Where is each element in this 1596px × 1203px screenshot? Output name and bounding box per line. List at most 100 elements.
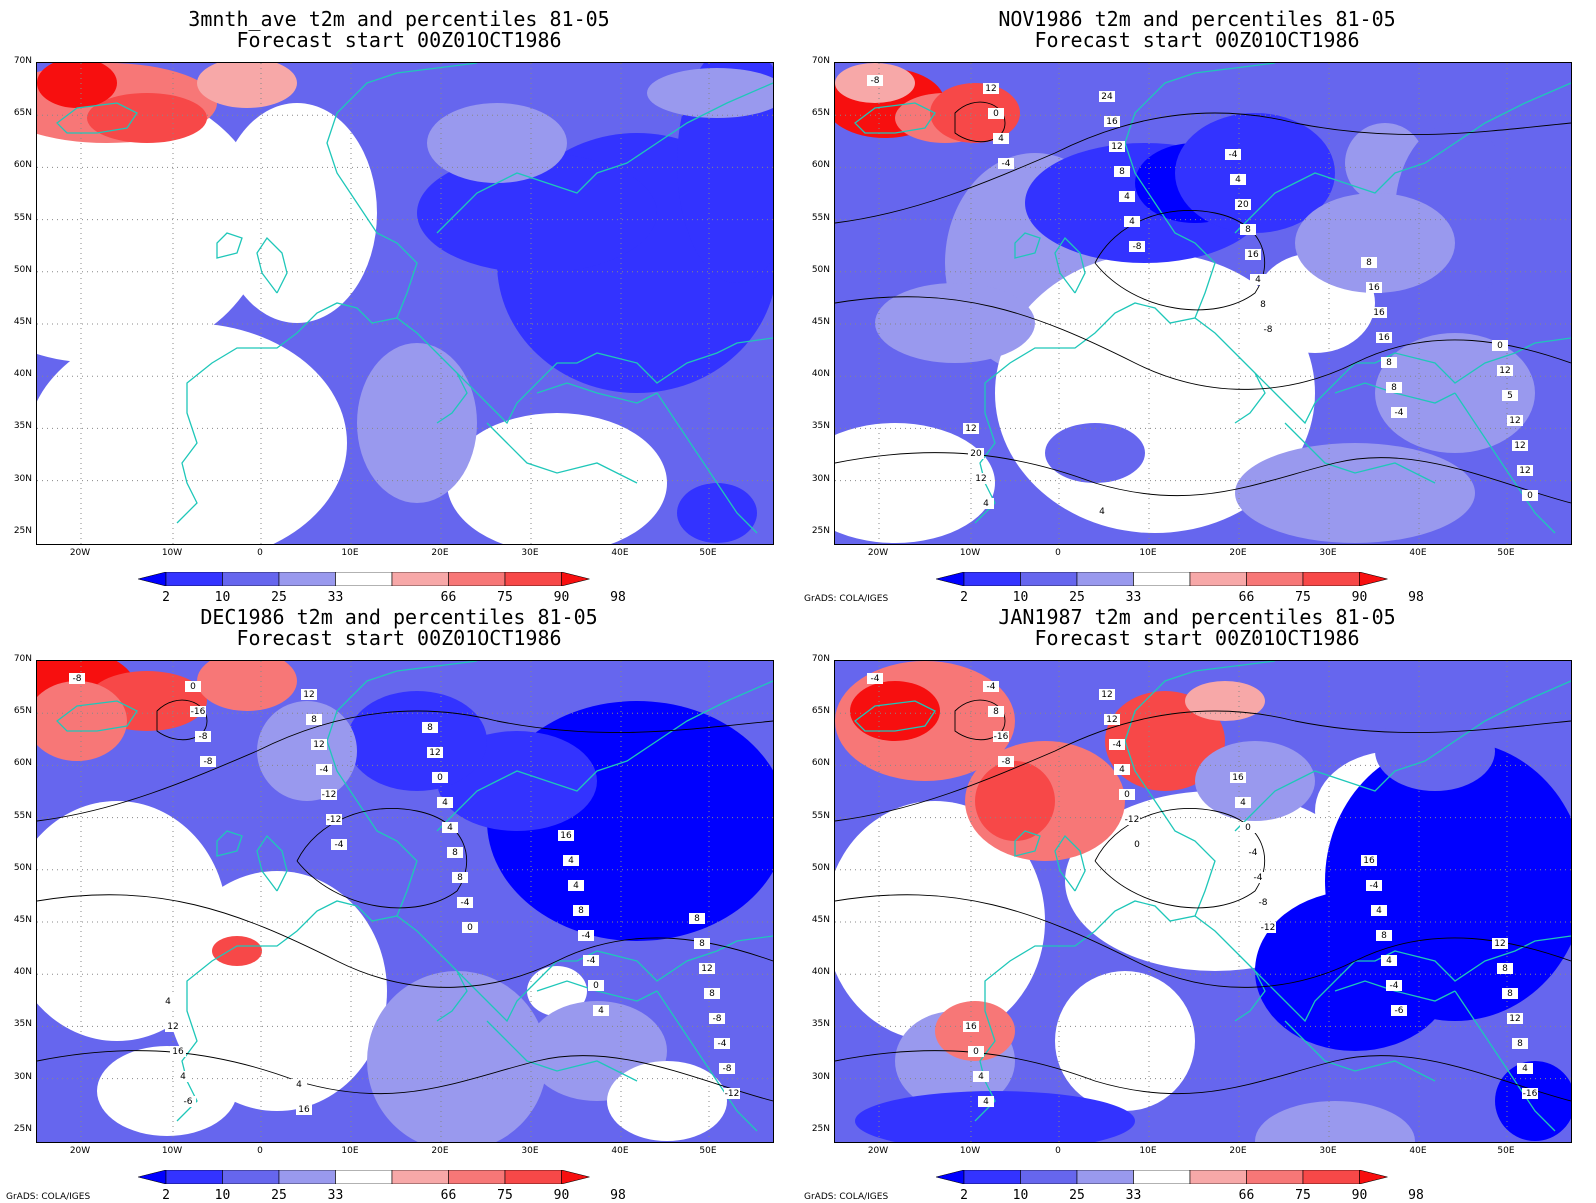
contour-label: 12: [167, 1022, 178, 1032]
contour-label-background: [1502, 988, 1518, 999]
colorbar-segment: [1246, 1170, 1304, 1184]
contour-label-background: [1517, 1063, 1533, 1074]
contour-label-background: [563, 855, 579, 866]
colorbar-segment: [1302, 572, 1360, 586]
contour-label-background: [457, 897, 473, 908]
contour-label: -8: [199, 732, 208, 742]
longitude-tick-label: 0: [1055, 548, 1061, 558]
percentile-region: [1235, 443, 1475, 543]
latitude-tick-label: 25N: [811, 525, 830, 536]
percentile-region: [1255, 1101, 1415, 1142]
contour-label-background: [447, 847, 463, 858]
contour-label-background: [1507, 1013, 1523, 1024]
contour-label: -4: [1113, 740, 1122, 750]
contour-label-background: [1492, 340, 1508, 351]
longitude-tick-label: 20E: [1229, 1146, 1247, 1156]
contour-label-background: [1386, 382, 1402, 393]
contour-label-background: [331, 839, 347, 850]
map-area: -8 -4 -8 -8 -4 0 4 4 8 8 12 0 4 4 8 12 12 8 16 16 12 4 12 8 16 5 1…: [834, 62, 1572, 545]
contour-label: -4: [335, 840, 344, 850]
contour-label-background: [1094, 506, 1110, 517]
colorbar-label: 25: [271, 590, 287, 605]
contour-label: -8: [73, 674, 82, 684]
percentile-region: [367, 971, 547, 1142]
contour-label: 8: [694, 914, 700, 924]
colorbar-label: 2: [960, 590, 968, 605]
latitude-tick-label: 40N: [13, 967, 32, 978]
percentile-region: [197, 661, 297, 711]
contour-label-background: [165, 1021, 181, 1032]
contour-label-background: [1260, 922, 1276, 933]
temperature-contour: [37, 1050, 773, 1102]
colorbar-label: 98: [1408, 590, 1424, 605]
contour-label-background: [321, 789, 337, 800]
latitude-tick-label: 55N: [13, 810, 32, 821]
contour-label: 4: [442, 798, 448, 808]
contour-label: 16: [172, 1047, 184, 1057]
colorbar-label: 10: [1012, 590, 1029, 605]
colorbar-segment: [335, 572, 393, 586]
percentile-region: [87, 93, 207, 143]
contour-label: 16: [1232, 773, 1244, 783]
longitude-tick-label: 20E: [431, 548, 449, 558]
percentile-region: [855, 1091, 1135, 1142]
contour-label: -8: [1259, 898, 1268, 908]
contour-label: 4: [998, 134, 1004, 144]
percentile-region: [447, 413, 667, 544]
latitude-tick-label: 35N: [811, 1019, 830, 1030]
contour-label: 4: [1376, 906, 1382, 916]
contour-label: -8: [204, 757, 213, 767]
contour-label-background: [1124, 814, 1140, 825]
temperature-contour: [835, 112, 1571, 224]
temperature-contour: [835, 296, 1571, 390]
colorbar-label: 25: [1069, 590, 1085, 605]
percentile-region: [37, 83, 267, 363]
contour-label-background: [195, 731, 211, 742]
latitude-tick-label: 60N: [13, 758, 32, 769]
latitude-tick-label: 50N: [13, 264, 32, 275]
latitude-tick-label: 60N: [811, 758, 830, 769]
contour-label-background: [1376, 332, 1392, 343]
contour-label-background: [578, 930, 594, 941]
colorbar-label: 2: [162, 590, 170, 605]
contour-label: 4: [1522, 1064, 1528, 1074]
percentile-region: [850, 681, 940, 741]
contour-label-background: [1517, 465, 1533, 476]
contour-label-background: [180, 1096, 196, 1107]
colorbar: [936, 572, 1388, 586]
contour-label-background: [1240, 822, 1256, 833]
latitude-tick-label: 45N: [811, 317, 830, 327]
contour-label: -4: [987, 682, 996, 692]
contour-label: 16: [1363, 856, 1375, 866]
contour-label-background: [1512, 1038, 1528, 1049]
contour-label: 0: [1134, 840, 1140, 850]
contour-label-background: [1240, 224, 1256, 235]
contour-label-background: [1502, 390, 1518, 401]
longitude-tick-label: 30E: [1319, 548, 1337, 558]
contour-label: -12: [1125, 815, 1140, 825]
contour-label: 0: [190, 682, 196, 692]
colorbar-segment: [165, 1170, 223, 1184]
contour-label: -8: [1264, 325, 1273, 335]
contour-label: 4: [573, 881, 579, 891]
latitude-tick-label: 30N: [811, 473, 830, 484]
colorbar-label: 66: [1238, 590, 1255, 605]
longitude-tick-label: 30E: [521, 1146, 539, 1156]
latitude-tick-label: 70N: [811, 654, 830, 664]
latitude-tick-label: 65N: [811, 108, 830, 119]
contour-label: 16: [965, 1022, 977, 1032]
percentile-region: [1295, 193, 1455, 293]
longitude-tick-label: 10W: [959, 1146, 981, 1156]
contour-label-background: [1225, 149, 1241, 160]
panel-title: NOV1986 t2m and percentiles 81-05: [998, 7, 1396, 31]
longitude-tick-label: 20W: [69, 548, 91, 558]
contour-label: 4: [1235, 175, 1241, 185]
contour-label-background: [1250, 274, 1266, 285]
percentile-region: [1185, 681, 1265, 721]
percentile-region: [37, 63, 117, 108]
latitude-tick-label: 65N: [13, 706, 32, 717]
contour-label-background: [326, 814, 342, 825]
contour-label-background: [583, 955, 599, 966]
temperature-contour: [954, 101, 1006, 143]
contour-label: 12: [985, 84, 996, 94]
